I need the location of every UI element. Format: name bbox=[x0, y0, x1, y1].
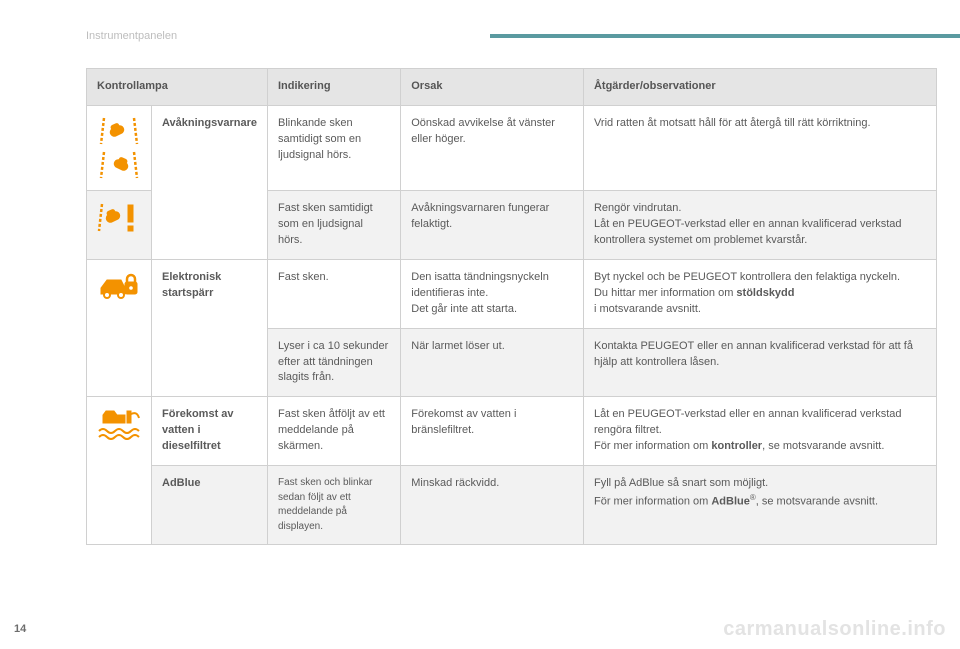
warning-lamp-table: Kontrollampa Indikering Orsak Åtgärder/o… bbox=[86, 68, 937, 545]
action-text: , se motsvarande avsnitt. bbox=[756, 496, 878, 508]
action-text: För mer information om bbox=[594, 496, 711, 508]
action-text: För mer information om bbox=[594, 440, 711, 452]
action-text: , se motsvarande avsnitt. bbox=[762, 440, 884, 452]
table-row: Avåkningsvarnare Blinkande sken samtidig… bbox=[87, 105, 937, 190]
action-text: Du hittar mer information om bbox=[594, 287, 736, 299]
cell-indication: Fast sken samtidigt som en ljudsignal hö… bbox=[267, 190, 400, 259]
action-text: Byt nyckel och be PEUGEOT kontrollera de… bbox=[594, 271, 900, 283]
lane-departure-left-icon bbox=[99, 116, 139, 146]
action-text: Rengör vindrutan. bbox=[594, 202, 681, 214]
cell-cause: Avåkningsvarnaren fungerar felaktigt. bbox=[401, 190, 584, 259]
col-action: Åtgärder/observationer bbox=[583, 69, 936, 106]
cell-cause: Den isatta tändningsnyckeln identifieras… bbox=[401, 259, 584, 328]
water-in-diesel-icon-cell bbox=[87, 397, 152, 545]
table-row: Elektronisk startspärr Fast sken. Den is… bbox=[87, 259, 937, 328]
cause-text: Den isatta tändningsnyckeln identifieras… bbox=[411, 271, 549, 299]
cell-action: Byt nyckel och be PEUGEOT kontrollera de… bbox=[583, 259, 936, 328]
cell-action: Kontakta PEUGEOT eller en annan kvalific… bbox=[583, 328, 936, 397]
lane-departure-icon-cell bbox=[87, 105, 152, 190]
car-lock-icon bbox=[97, 270, 141, 304]
cell-cause: Förekomst av vatten i bränslefiltret. bbox=[401, 397, 584, 466]
cell-cause: Oönskad avvikelse åt vänster eller höger… bbox=[401, 105, 584, 190]
water-in-diesel-label: Förekomst av vatten i dieselfiltret bbox=[152, 397, 268, 466]
action-bold: kontroller bbox=[711, 440, 762, 452]
cell-action: Rengör vindrutan. Låt en PEUGEOT-verksta… bbox=[583, 190, 936, 259]
action-text: Låt en PEUGEOT-verkstad eller en annan k… bbox=[594, 218, 902, 246]
lane-departure-label: Avåkningsvarnare bbox=[152, 105, 268, 259]
cell-indication: Fast sken åtföljt av ett meddelande på s… bbox=[267, 397, 400, 466]
action-text: Låt en PEUGEOT-verkstad eller en annan k… bbox=[594, 408, 902, 436]
col-cause: Orsak bbox=[401, 69, 584, 106]
immobiliser-label: Elektronisk startspärr bbox=[152, 259, 268, 397]
col-indication: Indikering bbox=[267, 69, 400, 106]
cell-cause: När larmet löser ut. bbox=[401, 328, 584, 397]
cell-action: Låt en PEUGEOT-verkstad eller en annan k… bbox=[583, 397, 936, 466]
breadcrumb: Instrumentpanelen bbox=[86, 30, 177, 42]
table-header-row: Kontrollampa Indikering Orsak Åtgärder/o… bbox=[87, 69, 937, 106]
page-number: 14 bbox=[14, 623, 26, 635]
accent-bar bbox=[490, 34, 960, 38]
cell-action: Fyll på AdBlue så snart som möjligt. För… bbox=[583, 466, 936, 545]
action-text: i motsvarande avsnitt. bbox=[594, 303, 701, 315]
cell-indication: Blinkande sken samtidigt som en ljudsign… bbox=[267, 105, 400, 190]
cell-cause: Minskad räckvidd. bbox=[401, 466, 584, 545]
water-in-fuel-icon bbox=[97, 407, 141, 445]
watermark: carmanualsonline.info bbox=[723, 618, 946, 641]
lane-departure-fault-icon bbox=[97, 201, 141, 235]
action-text: Fyll på AdBlue så snart som möjligt. bbox=[594, 477, 768, 489]
action-bold: AdBlue bbox=[711, 496, 750, 508]
adblue-label: AdBlue bbox=[152, 466, 268, 545]
cell-indication: Lyser i ca 10 sekunder efter att tändnin… bbox=[267, 328, 400, 397]
cell-indication: Fast sken och blinkar sedan följt av ett… bbox=[267, 466, 400, 545]
cell-indication: Fast sken. bbox=[267, 259, 400, 328]
cell-action: Vrid ratten åt motsatt håll för att åter… bbox=[583, 105, 936, 190]
lane-departure-fault-icon-cell bbox=[87, 190, 152, 259]
table-row: AdBlue Fast sken och blinkar sedan följt… bbox=[87, 466, 937, 545]
immobiliser-icon-cell bbox=[87, 259, 152, 397]
col-lamp: Kontrollampa bbox=[87, 69, 268, 106]
table-row: Förekomst av vatten i dieselfiltret Fast… bbox=[87, 397, 937, 466]
cause-text: Det går inte att starta. bbox=[411, 303, 517, 315]
lane-departure-right-icon bbox=[99, 150, 139, 180]
action-bold: stöldskydd bbox=[736, 287, 794, 299]
